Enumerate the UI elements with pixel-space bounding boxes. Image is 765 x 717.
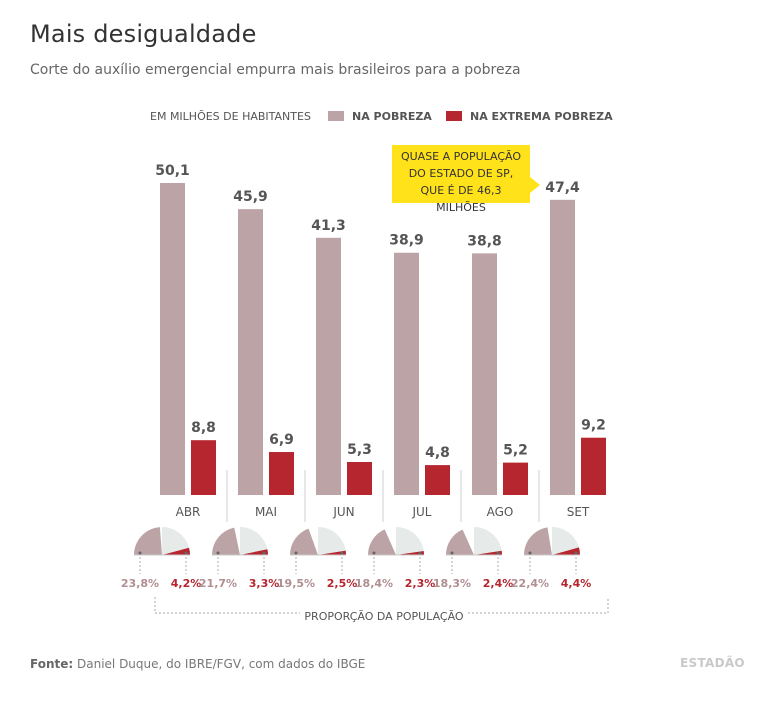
proportion-label-pobreza: 21,7% xyxy=(199,577,237,590)
x-tick-label: AGO xyxy=(487,505,514,519)
publisher-logo: ESTADÃO xyxy=(680,656,745,670)
bar-extrema xyxy=(425,465,450,495)
proportion-pie-bg xyxy=(552,527,580,555)
leader-dot xyxy=(496,551,500,555)
bar-pobreza xyxy=(316,237,341,495)
bar-pobreza xyxy=(160,183,185,495)
bar-value-label: 38,9 xyxy=(389,233,424,249)
bar-extrema xyxy=(581,437,606,495)
leader-dot xyxy=(528,551,532,555)
proportion-wedge-extrema xyxy=(318,550,346,555)
proportion-pie-bg xyxy=(162,527,190,555)
x-tick-label: JUN xyxy=(332,505,354,519)
bar-value-label: 4,8 xyxy=(425,445,450,461)
bar-extrema xyxy=(347,461,372,495)
proportion-pie-bg xyxy=(240,527,268,555)
legend-label-pobreza: NA POBREZA xyxy=(352,110,432,123)
proportion-wedge-pobreza xyxy=(290,528,318,555)
leader-dot xyxy=(450,551,454,555)
proportion-wedge-extrema xyxy=(474,550,502,555)
proportion-wedge-pobreza xyxy=(134,527,162,555)
bracket-right xyxy=(468,597,609,614)
bar-value-label: 41,3 xyxy=(311,218,346,234)
proportion-wedge-pobreza xyxy=(524,527,552,555)
proportion-label-extrema: 3,3% xyxy=(249,577,280,590)
proportion-wedge-extrema xyxy=(552,547,580,555)
leader-dot xyxy=(184,551,188,555)
proportion-label-pobreza: 19,5% xyxy=(277,577,315,590)
chart-subtitle: Corte do auxílio emergencial empurra mai… xyxy=(30,62,521,78)
leader-dot xyxy=(138,551,142,555)
proportion-wedge-pobreza xyxy=(446,529,474,555)
bar-pobreza xyxy=(394,252,419,495)
proportion-label-pobreza: 22,4% xyxy=(511,577,549,590)
leader-dot xyxy=(574,551,578,555)
annotation-callout: QUASE A POPULAÇÃO DO ESTADO DE SP, QUE É… xyxy=(392,145,540,214)
bar-pobreza xyxy=(238,209,263,495)
bar-extrema xyxy=(191,440,216,495)
bar-pobreza xyxy=(472,253,497,495)
x-tick-label: ABR xyxy=(176,505,201,519)
bar-value-label: 9,2 xyxy=(581,418,606,434)
bar-value-label: 6,9 xyxy=(269,432,294,448)
proportion-label-extrema: 2,5% xyxy=(327,577,358,590)
bar-value-label: 5,3 xyxy=(347,442,372,458)
proportion-wedge-extrema xyxy=(396,550,424,555)
bar-value-label: 38,8 xyxy=(467,233,502,249)
x-tick-label: SET xyxy=(567,505,590,519)
source-text: Daniel Duque, do IBRE/FGV, com dados do … xyxy=(77,657,366,671)
leader-dot xyxy=(294,551,298,555)
legend-swatch-extrema xyxy=(446,111,462,121)
bar-pobreza xyxy=(550,199,575,495)
proportion-label-pobreza: 18,3% xyxy=(433,577,471,590)
proportion-label-extrema: 4,4% xyxy=(561,577,592,590)
proportion-pie-bg xyxy=(474,527,502,555)
leader-dot xyxy=(262,551,266,555)
legend-label-extrema: NA EXTREMA POBREZA xyxy=(470,110,613,123)
source-note: Fonte: Daniel Duque, do IBRE/FGV, com da… xyxy=(30,657,365,671)
proportion-label-extrema: 2,4% xyxy=(483,577,514,590)
bar-value-label: 45,9 xyxy=(233,189,268,205)
bar-value-label: 8,8 xyxy=(191,420,216,436)
proportion-label-pobreza: 18,4% xyxy=(355,577,393,590)
bar-extrema xyxy=(503,462,528,495)
bar-value-label: 47,4 xyxy=(545,180,580,196)
legend-swatch-pobreza xyxy=(328,111,344,121)
legend-unit-label: EM MILHÕES DE HABITANTES xyxy=(150,110,311,123)
proportion-pie-bg xyxy=(396,527,424,555)
proportion-caption: PROPORÇÃO DA POPULAÇÃO xyxy=(304,610,463,623)
proportion-wedge-extrema xyxy=(162,547,191,555)
bar-extrema xyxy=(269,452,294,495)
leader-dot xyxy=(340,551,344,555)
proportion-wedge-pobreza xyxy=(368,529,396,555)
proportion-wedge-extrema xyxy=(240,549,268,555)
proportion-label-extrema: 4,2% xyxy=(171,577,202,590)
bar-value-label: 50,1 xyxy=(155,163,190,179)
leader-dot xyxy=(418,551,422,555)
bracket-left xyxy=(154,597,300,614)
proportion-wedge-pobreza xyxy=(212,527,240,555)
proportion-label-pobreza: 23,8% xyxy=(121,577,159,590)
proportion-pie-bg xyxy=(318,527,346,555)
proportion-label-extrema: 2,3% xyxy=(405,577,436,590)
leader-dot xyxy=(216,551,220,555)
source-label: Fonte: xyxy=(30,657,74,671)
x-tick-label: JUL xyxy=(411,505,431,519)
bar-value-label: 5,2 xyxy=(503,443,528,459)
x-tick-label: MAI xyxy=(255,505,277,519)
leader-dot xyxy=(372,551,376,555)
chart-title: Mais desigualdade xyxy=(30,20,257,48)
